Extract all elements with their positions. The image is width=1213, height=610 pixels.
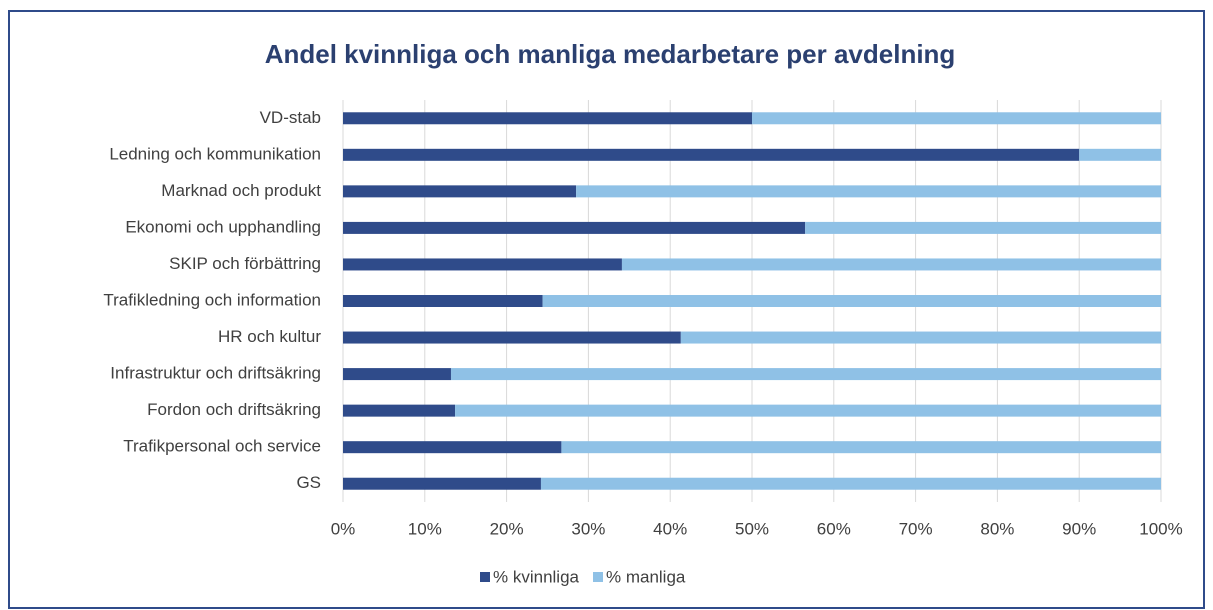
legend-label: % kvinnliga [493,567,580,586]
bar-segment [343,441,562,454]
bar-segment [455,404,1161,417]
y-tick-label: Fordon och driftsäkring [147,400,321,419]
bar-segment [752,112,1161,125]
bar-segment [343,221,806,234]
y-tick-label: Ekonomi och upphandling [125,217,321,236]
x-tick-label: 40% [653,519,687,538]
x-tick-label: 50% [735,519,769,538]
x-tick-label: 100% [1139,519,1182,538]
y-tick-label: Marknad och produkt [161,181,321,200]
bar-segment [621,258,1161,271]
y-tick-label: SKIP och förbättring [169,254,321,273]
y-tick-label: Trafikpersonal och service [123,437,321,456]
x-tick-label: 10% [408,519,442,538]
bar-segment [343,112,752,125]
x-tick-label: 70% [899,519,933,538]
x-tick-label: 30% [571,519,605,538]
bar-segment [343,404,456,417]
y-tick-label: Infrastruktur och driftsäkring [110,364,321,383]
bar-segment [805,221,1161,234]
bar-segment [343,368,451,381]
bar-segment [343,185,577,198]
bar-segment [680,331,1161,344]
bar-segment [343,331,681,344]
x-tick-label: 90% [1062,519,1096,538]
legend-label: % manliga [606,567,686,586]
x-tick-label: 0% [331,519,356,538]
legend-swatch [593,572,603,582]
y-tick-label: GS [296,473,321,492]
legend-swatch [480,572,490,582]
bar-segment [1079,148,1161,161]
y-tick-label: VD-stab [260,108,321,127]
bar-segment [540,477,1161,490]
bar-segment [343,295,543,307]
y-tick-label: HR och kultur [218,327,321,346]
y-tick-label: Trafikledning och information [103,290,321,309]
bar-segment [561,441,1161,454]
chart-title: Andel kvinnliga och manliga medarbetare … [265,39,956,69]
x-tick-label: 80% [980,519,1014,538]
x-tick-label: 20% [490,519,524,538]
bar-segment [542,295,1161,307]
y-tick-label: Ledning och kommunikation [109,144,321,163]
bar-segment [343,477,541,490]
bar-segment [343,258,622,271]
bar-segment [450,368,1161,381]
bar-segment [576,185,1161,198]
chart-frame [8,10,1205,609]
bar-segment [343,148,1080,161]
x-tick-label: 60% [817,519,851,538]
